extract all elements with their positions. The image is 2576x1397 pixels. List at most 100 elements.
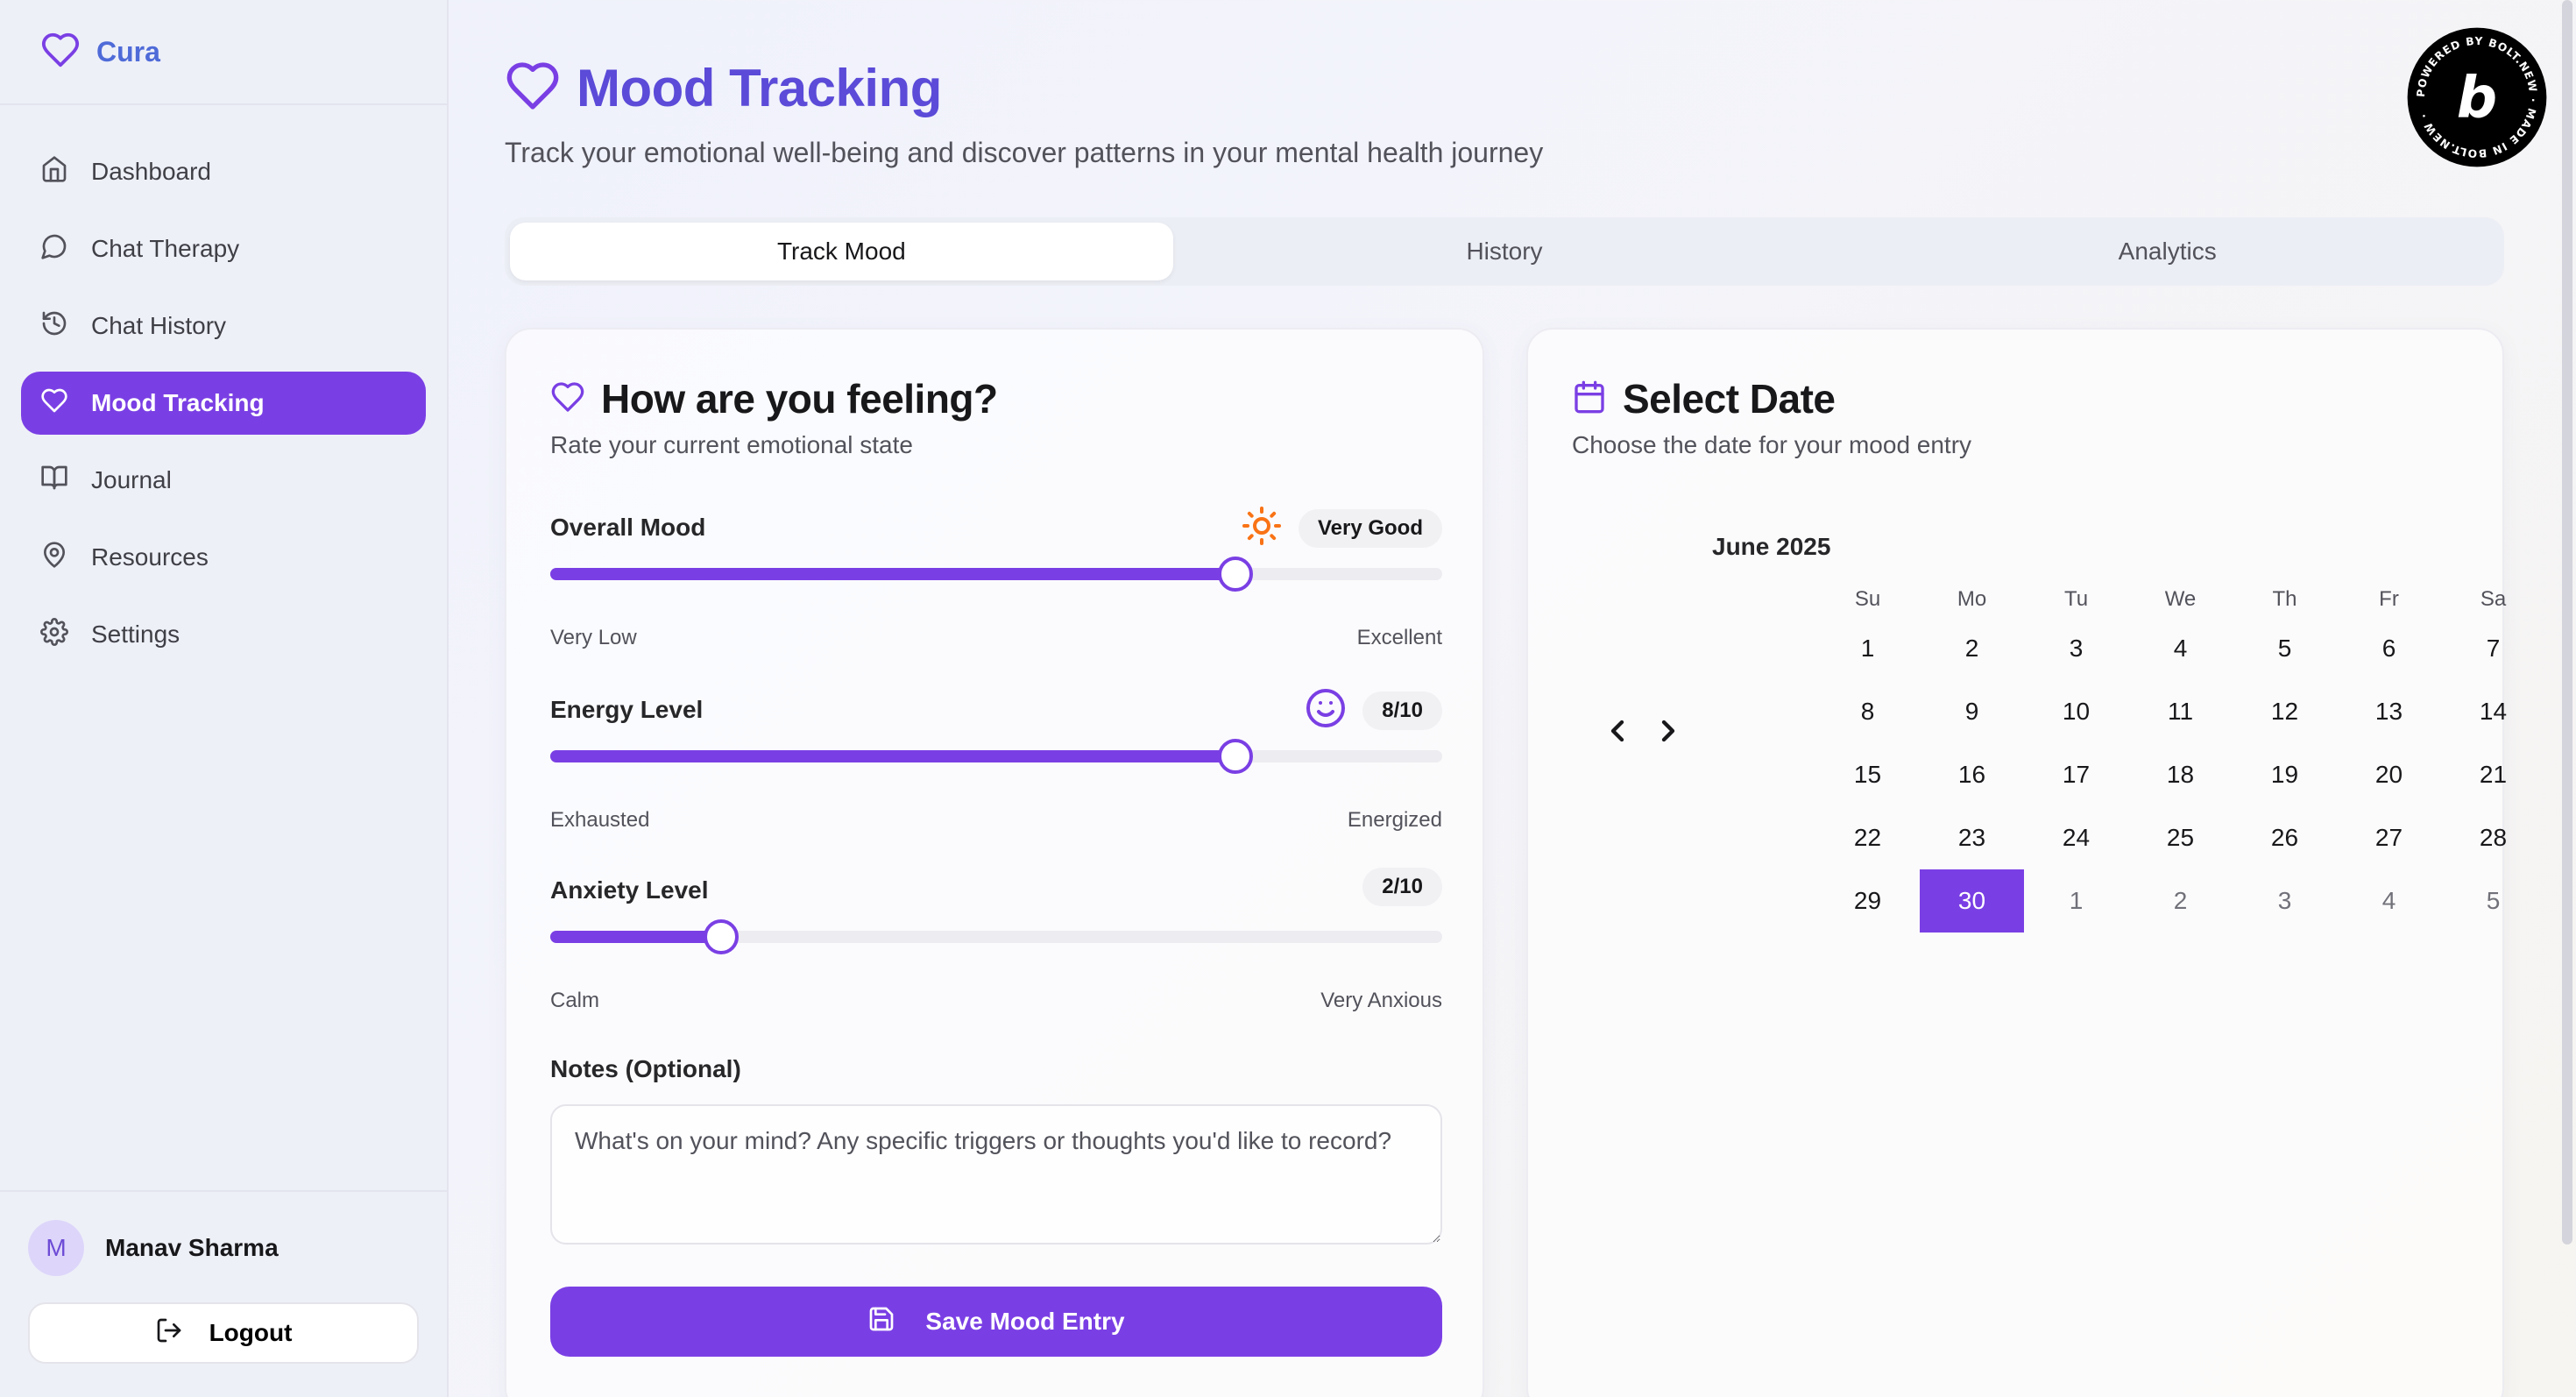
tab-analytics[interactable]: Analytics (2118, 238, 2217, 265)
calendar-day[interactable]: 17 (2062, 761, 2091, 788)
calendar-day-outside[interactable]: 4 (2381, 887, 2396, 914)
calendar-grid: Su Mo Tu We Th Fr Sa 1 2 3 4 5 6 7 8 9 10 11 12 13 14 15 16 17 1… (1815, 582, 2545, 933)
save-mood-entry-button[interactable]: Save Mood Entry (550, 1287, 1442, 1357)
sidebar-item-label: Chat History (91, 312, 227, 339)
heart-icon (40, 386, 68, 421)
calendar-day[interactable]: 27 (2374, 824, 2403, 851)
calendar-day-outside[interactable]: 2 (2173, 887, 2188, 914)
calendar-day[interactable]: 7 (2486, 635, 2501, 662)
sidebar-item-chat-therapy[interactable]: Chat Therapy (21, 217, 426, 280)
sidebar-item-label: Resources (91, 543, 209, 571)
slider-thumb[interactable] (1217, 739, 1253, 774)
calendar-week-row: 8 9 10 11 12 13 14 (1815, 680, 2545, 743)
next-month-button[interactable] (1647, 712, 1689, 754)
calendar-day[interactable]: 8 (1860, 698, 1875, 725)
calendar-day[interactable]: 28 (2479, 824, 2508, 851)
sidebar-item-journal[interactable]: Journal (21, 449, 426, 512)
calendar-day[interactable]: 6 (2381, 635, 2396, 662)
user-profile[interactable]: M Manav Sharma (0, 1192, 447, 1276)
calendar-day[interactable]: 29 (1853, 887, 1882, 914)
scale-max-label: Very Anxious (1320, 989, 1442, 1012)
notes-label: Notes (Optional) (550, 1055, 741, 1082)
calendar-day-outside[interactable]: 5 (2486, 887, 2501, 914)
calendar-day[interactable]: 15 (1853, 761, 1882, 788)
calendar-day[interactable]: 5 (2277, 635, 2292, 662)
user-name: Manav Sharma (105, 1234, 279, 1261)
slider-fill (550, 931, 722, 943)
calendar-day[interactable]: 21 (2479, 761, 2508, 788)
calendar-day[interactable]: 13 (2374, 698, 2403, 725)
scrollbar[interactable] (2562, 0, 2572, 1245)
calendar-weekday: Th (2272, 587, 2297, 611)
sidebar-item-label: Settings (91, 620, 180, 648)
calendar-day-selected[interactable]: 30 (1920, 869, 2024, 933)
energy-level-slider[interactable] (550, 739, 1442, 774)
sidebar-item-mood-tracking[interactable]: Mood Tracking (21, 372, 426, 435)
calendar-day[interactable]: 12 (2270, 698, 2299, 725)
calendar-weekday: Fr (2379, 587, 2399, 611)
main-content: Mood Tracking Track your emotional well-… (449, 0, 2560, 1397)
anxiety-level-slider[interactable] (550, 919, 1442, 954)
home-icon (40, 155, 68, 189)
slider-thumb[interactable] (1217, 557, 1253, 592)
energy-value-badge: 8/10 (1362, 691, 1442, 730)
tab-history[interactable]: History (1466, 238, 1543, 265)
avatar: M (28, 1220, 84, 1276)
calendar-day[interactable]: 20 (2374, 761, 2403, 788)
calendar-weekday: We (2164, 587, 2197, 611)
previous-month-button[interactable] (1596, 712, 1638, 754)
save-label: Save Mood Entry (925, 1308, 1125, 1335)
sidebar-footer: M Manav Sharma Logout (0, 1190, 447, 1397)
logout-icon (155, 1316, 209, 1351)
calendar-day[interactable]: 11 (2167, 698, 2194, 725)
brand[interactable]: Cura (0, 0, 447, 105)
brand-name: Cura (96, 35, 160, 67)
notes-textarea[interactable] (550, 1104, 1442, 1245)
calendar-day[interactable]: 16 (1957, 761, 1986, 788)
calendar-weekday: Sa (2480, 587, 2507, 611)
map-pin-icon (40, 541, 68, 575)
sidebar-item-dashboard[interactable]: Dashboard (21, 140, 426, 203)
smile-icon (1305, 687, 1362, 734)
sidebar: Cura Dashboard Chat Therapy Chat History… (0, 0, 449, 1397)
calendar-day[interactable]: 9 (1964, 698, 1979, 725)
calendar-day[interactable]: 19 (2270, 761, 2299, 788)
scale-min-label: Calm (550, 989, 600, 1012)
bolt-badge[interactable]: POWERED BY BOLT.NEW · MADE IN BOLT.NEW ·… (2406, 26, 2548, 168)
sidebar-item-chat-history[interactable]: Chat History (21, 294, 426, 358)
page-header: Mood Tracking (505, 58, 942, 118)
calendar-day[interactable]: 18 (2166, 761, 2195, 788)
calendar-day[interactable]: 22 (1853, 824, 1882, 851)
calendar-day[interactable]: 24 (2062, 824, 2091, 851)
calendar-day-outside[interactable]: 3 (2277, 887, 2292, 914)
sidebar-item-label: Mood Tracking (91, 389, 265, 416)
sidebar-item-label: Chat Therapy (91, 235, 240, 262)
calendar-day[interactable]: 3 (2069, 635, 2084, 662)
logout-button[interactable]: Logout (28, 1302, 419, 1364)
field-label: Overall Mood (550, 514, 706, 541)
chevron-left-icon (1600, 713, 1635, 753)
overall-mood-slider[interactable] (550, 557, 1442, 592)
calendar-day[interactable]: 14 (2479, 698, 2508, 725)
field-value: 2/10 (1362, 868, 1442, 906)
calendar-week-row: 29 30 1 2 3 4 5 (1815, 869, 2545, 933)
sidebar-item-label: Journal (91, 466, 172, 493)
calendar-day[interactable]: 25 (2166, 824, 2195, 851)
sidebar-item-resources[interactable]: Resources (21, 526, 426, 589)
calendar-day[interactable]: 1 (1860, 635, 1875, 662)
calendar-day[interactable]: 2 (1964, 635, 1979, 662)
save-icon (867, 1305, 925, 1339)
slider-thumb[interactable] (704, 919, 740, 954)
calendar-day-outside[interactable]: 1 (2069, 887, 2084, 914)
calendar-day[interactable]: 10 (2062, 698, 2091, 725)
calendar-weekday: Mo (1957, 587, 1987, 611)
date-card-title: Select Date (1623, 376, 1836, 422)
date-card: Select Date Choose the date for your moo… (1526, 328, 2507, 1397)
calendar-weekday-row: Su Mo Tu We Th Fr Sa (1815, 582, 2545, 617)
sidebar-item-settings[interactable]: Settings (21, 603, 426, 666)
calendar-day[interactable]: 26 (2270, 824, 2299, 851)
tab-track-mood[interactable]: Track Mood (510, 223, 1173, 280)
calendar-week-row: 1 2 3 4 5 6 7 (1815, 617, 2545, 680)
calendar-day[interactable]: 4 (2173, 635, 2188, 662)
calendar-day[interactable]: 23 (1957, 824, 1986, 851)
